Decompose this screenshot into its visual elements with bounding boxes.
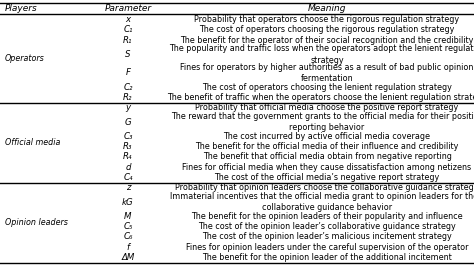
- Text: Players: Players: [5, 4, 37, 13]
- Text: Probability that opinion leaders choose the collaborative guidance strategy: Probability that opinion leaders choose …: [175, 183, 474, 192]
- Text: Immaterial incentives that the official media grant to opinion leaders for their: Immaterial incentives that the official …: [170, 192, 474, 212]
- Text: The cost of operators choosing the lenient regulation strategy: The cost of operators choosing the lenie…: [202, 83, 452, 92]
- Text: Meaning: Meaning: [308, 4, 346, 13]
- Text: Fines for operators by higher authorities as a result of bad public opinion
ferm: Fines for operators by higher authoritie…: [181, 63, 474, 83]
- Text: The benefit for the operator of their social recognition and the credibility: The benefit for the operator of their so…: [181, 36, 474, 45]
- Text: z: z: [126, 183, 130, 192]
- Text: C₃: C₃: [123, 132, 133, 141]
- Text: C₂: C₂: [123, 83, 133, 92]
- Text: f: f: [127, 243, 129, 252]
- Text: R₃: R₃: [123, 142, 133, 151]
- Text: The benefit for the official media of their influence and credibility: The benefit for the official media of th…: [195, 142, 459, 151]
- Text: R₁: R₁: [123, 36, 133, 45]
- Text: F: F: [126, 68, 130, 77]
- Text: Parameter: Parameter: [104, 4, 152, 13]
- Text: Official media: Official media: [5, 138, 60, 147]
- Text: The benefit for the opinion leaders of their popularity and influence: The benefit for the opinion leaders of t…: [191, 212, 463, 221]
- Text: Probability that official media choose the positive report strategy: Probability that official media choose t…: [195, 103, 459, 112]
- Text: Fines for official media when they cause dissatisfaction among netizens: Fines for official media when they cause…: [182, 163, 472, 172]
- Text: Operators: Operators: [5, 54, 45, 63]
- Text: The popularity and traffic loss when the operators adopt the lenient regulation
: The popularity and traffic loss when the…: [169, 44, 474, 65]
- Text: M: M: [124, 212, 132, 221]
- Text: The benefit that official media obtain from negative reporting: The benefit that official media obtain f…: [202, 152, 452, 161]
- Text: The benefit of traffic when the operators choose the lenient regulation strategy: The benefit of traffic when the operator…: [167, 93, 474, 102]
- Text: d: d: [125, 163, 131, 172]
- Text: R₂: R₂: [123, 93, 133, 102]
- Text: C₅: C₅: [123, 222, 133, 231]
- Text: x: x: [126, 15, 130, 24]
- Text: C₄: C₄: [123, 173, 133, 182]
- Text: ΔM: ΔM: [121, 253, 135, 262]
- Text: Fines for opinion leaders under the careful supervision of the operator: Fines for opinion leaders under the care…: [186, 243, 468, 252]
- Text: G: G: [125, 117, 131, 126]
- Text: The cost incurred by active official media coverage: The cost incurred by active official med…: [224, 132, 430, 141]
- Text: R₄: R₄: [123, 152, 133, 161]
- Text: C₁: C₁: [123, 25, 133, 34]
- Text: The benefit for the opinion leader of the additional incitement: The benefit for the opinion leader of th…: [202, 253, 452, 262]
- Text: The cost of the opinion leader’s malicious incitement strategy: The cost of the opinion leader’s malicio…: [202, 232, 452, 241]
- Text: The cost of the official media’s negative report strategy: The cost of the official media’s negativ…: [214, 173, 440, 182]
- Text: The cost of the opinion leader’s collaborative guidance strategy: The cost of the opinion leader’s collabo…: [198, 222, 456, 231]
- Text: The reward that the government grants to the official media for their positive
r: The reward that the government grants to…: [171, 112, 474, 132]
- Text: y: y: [126, 103, 130, 112]
- Text: S: S: [125, 50, 131, 59]
- Text: kG: kG: [122, 198, 134, 207]
- Text: The cost of operators choosing the rigorous regulation strategy: The cost of operators choosing the rigor…: [200, 25, 455, 34]
- Text: Probability that operators choose the rigorous regulation strategy: Probability that operators choose the ri…: [194, 15, 460, 24]
- Text: C₆: C₆: [123, 232, 133, 241]
- Text: Opinion leaders: Opinion leaders: [5, 218, 68, 227]
